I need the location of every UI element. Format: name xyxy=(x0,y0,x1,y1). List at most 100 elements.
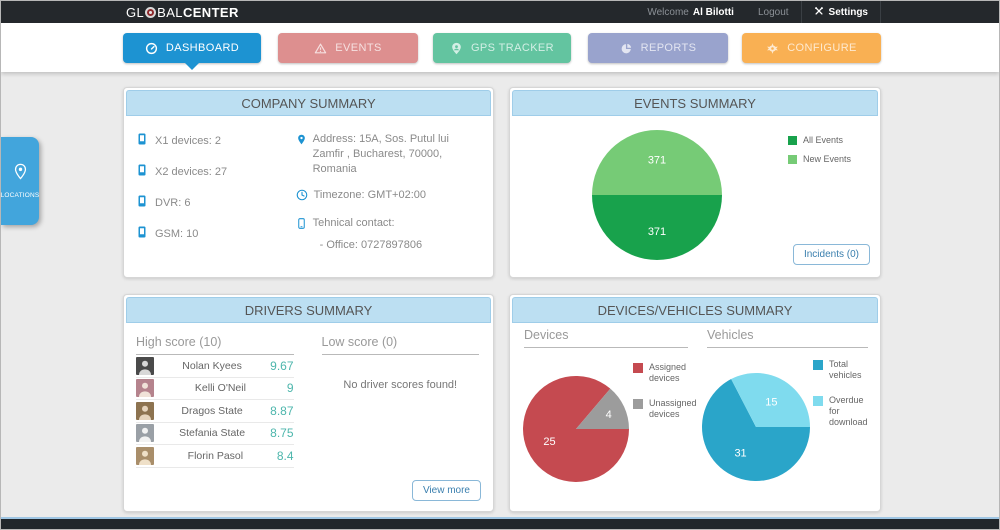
svg-text:15: 15 xyxy=(765,397,777,409)
active-tab-pointer xyxy=(185,63,199,70)
incidents-button[interactable]: Incidents (0) xyxy=(792,244,870,265)
total-vehicles-swatch xyxy=(813,360,823,370)
events-pie-chart: 371 371 xyxy=(592,130,722,260)
nav-gps-tracker-button[interactable]: GPS TRACKER xyxy=(433,33,571,63)
company-summary-panel: COMPANY SUMMARY X1 devices: 2 X2 devices… xyxy=(123,87,494,278)
avatar xyxy=(136,424,154,443)
legend-item: Assigned devices xyxy=(633,362,695,385)
welcome-label: Welcome xyxy=(647,6,689,18)
phone-icon xyxy=(296,217,307,235)
company-summary-body: X1 devices: 2 X2 devices: 27 DVR: 6 GSM:… xyxy=(126,116,491,251)
drivers-body: High score (10) Nolan Kyees 9.67 Kelli O… xyxy=(126,323,491,468)
assigned-devices-swatch xyxy=(633,363,643,373)
legend-item: All Events xyxy=(788,135,851,145)
legend-item: New Events xyxy=(788,154,851,164)
logout-link[interactable]: Logout xyxy=(757,6,789,18)
low-score-column: Low score (0) No driver scores found! xyxy=(308,335,479,468)
nav-reports-label: REPORTS xyxy=(640,42,697,54)
no-scores-message: No driver scores found! xyxy=(343,379,458,391)
legend-item: Unassigned devices xyxy=(633,397,697,421)
device-count-item: GSM: 10 xyxy=(136,225,296,242)
contact-row: Tehnical contact: xyxy=(296,216,483,235)
address-text: Address: 15A, Sos. Putul lui Zamfir , Bu… xyxy=(312,133,449,175)
nav-dashboard-label: DASHBOARD xyxy=(165,42,240,54)
vehicles-subheader: Vehicles xyxy=(707,328,868,348)
gear-icon xyxy=(766,42,779,55)
driver-name: Kelli O'Neil xyxy=(194,382,246,395)
avatar xyxy=(136,401,154,420)
device-count-item: DVR: 6 xyxy=(136,194,296,211)
devices-pie-chart: 25 4 xyxy=(523,376,629,482)
driver-row[interactable]: Nolan Kyees 9.67 xyxy=(136,355,294,378)
address-row: Address: 15A, Sos. Putul lui Zamfir , Bu… xyxy=(296,132,483,177)
logo-globe-icon xyxy=(145,6,157,18)
nav-gps-tracker-label: GPS TRACKER xyxy=(470,42,555,54)
view-more-button[interactable]: View more xyxy=(411,480,481,501)
panel-title: COMPANY SUMMARY xyxy=(126,90,491,116)
driver-score: 8.87 xyxy=(270,403,294,418)
overdue-download-swatch xyxy=(813,395,823,406)
wrench-icon xyxy=(814,6,824,19)
driver-row[interactable]: Florin Pasol 8.4 xyxy=(136,445,294,468)
location-pin-icon xyxy=(12,163,29,185)
location-pin-icon xyxy=(296,133,307,177)
top-bar-right: Welcome Al Bilotti Logout Settings xyxy=(635,1,881,23)
logo-text-bal: BAL xyxy=(157,4,183,20)
vehicles-legend: Total vehicles Overdue for download xyxy=(813,359,875,428)
nav-configure-button[interactable]: CONFIGURE xyxy=(742,33,881,63)
footer-bar xyxy=(1,517,999,529)
warning-icon xyxy=(314,42,327,55)
contact-label: Tehnical contact: xyxy=(312,217,395,230)
nav-events-button[interactable]: EVENTS xyxy=(278,33,418,63)
device-icon xyxy=(136,163,148,180)
driver-score: 9 xyxy=(286,381,294,396)
device-icon xyxy=(136,225,148,242)
gsm-count: GSM: 10 xyxy=(155,227,199,240)
main-nav: DASHBOARD EVENTS GPS TRACKER REPORTS xyxy=(1,23,999,72)
panel-title: DRIVERS SUMMARY xyxy=(126,297,491,323)
driver-row[interactable]: Stefania State 8.75 xyxy=(136,423,294,445)
legend-item: Total vehicles xyxy=(813,359,875,382)
device-icon xyxy=(136,194,148,211)
avatar xyxy=(136,379,154,398)
high-score-column: High score (10) Nolan Kyees 9.67 Kelli O… xyxy=(136,335,308,468)
events-legend: All Events New Events xyxy=(788,135,851,164)
avatar xyxy=(136,356,154,375)
clock-icon xyxy=(296,189,308,206)
logo-text-center: CENTER xyxy=(182,4,239,20)
locations-side-tab[interactable]: LOCATIONS xyxy=(1,137,39,225)
settings-label: Settings xyxy=(828,6,868,18)
svg-text:25: 25 xyxy=(543,436,555,448)
devices-legend: Assigned devices Unassigned devices xyxy=(633,362,697,421)
logo-text-gl: GL xyxy=(126,4,145,20)
avatar xyxy=(136,446,154,465)
device-count-item: X2 devices: 27 xyxy=(136,163,296,180)
contact-office-number: - Office: 0727897806 xyxy=(319,239,423,252)
driver-row[interactable]: Dragos State 8.87 xyxy=(136,400,294,423)
top-bar: GL BAL CENTER Welcome Al Bilotti Logout Se… xyxy=(1,1,999,23)
device-counts-column: X1 devices: 2 X2 devices: 27 DVR: 6 GSM:… xyxy=(136,132,296,251)
pie-icon xyxy=(620,42,633,55)
legend-label: New Events xyxy=(803,154,852,164)
driver-name: Nolan Kyees xyxy=(182,359,242,372)
username: Al Bilotti xyxy=(692,6,734,18)
driver-score: 8.75 xyxy=(270,426,294,441)
legend-label: Assigned devices xyxy=(649,362,687,384)
legend-label: Unassigned devices xyxy=(649,397,697,419)
svg-text:4: 4 xyxy=(606,409,612,421)
nav-reports-button[interactable]: REPORTS xyxy=(588,33,728,63)
driver-score: 8.4 xyxy=(276,448,294,463)
timezone-row: Timezone: GMT+02:00 xyxy=(296,188,483,206)
settings-link[interactable]: Settings xyxy=(800,1,881,23)
low-score-header: Low score (0) xyxy=(321,335,479,355)
nav-dashboard-button[interactable]: DASHBOARD xyxy=(123,33,261,70)
x2-devices-count: X2 devices: 27 xyxy=(155,165,228,178)
driver-row[interactable]: Kelli O'Neil 9 xyxy=(136,378,294,400)
person-pin-icon xyxy=(450,42,463,55)
x1-devices-count: X1 devices: 2 xyxy=(155,134,222,147)
driver-name: Dragos State xyxy=(181,404,243,417)
legend-item: Overdue for download xyxy=(813,395,875,429)
drivers-summary-panel: DRIVERS SUMMARY High score (10) Nolan Ky… xyxy=(123,294,494,512)
driver-name: Florin Pasol xyxy=(187,449,244,462)
legend-label: Overdue for download xyxy=(829,394,868,428)
